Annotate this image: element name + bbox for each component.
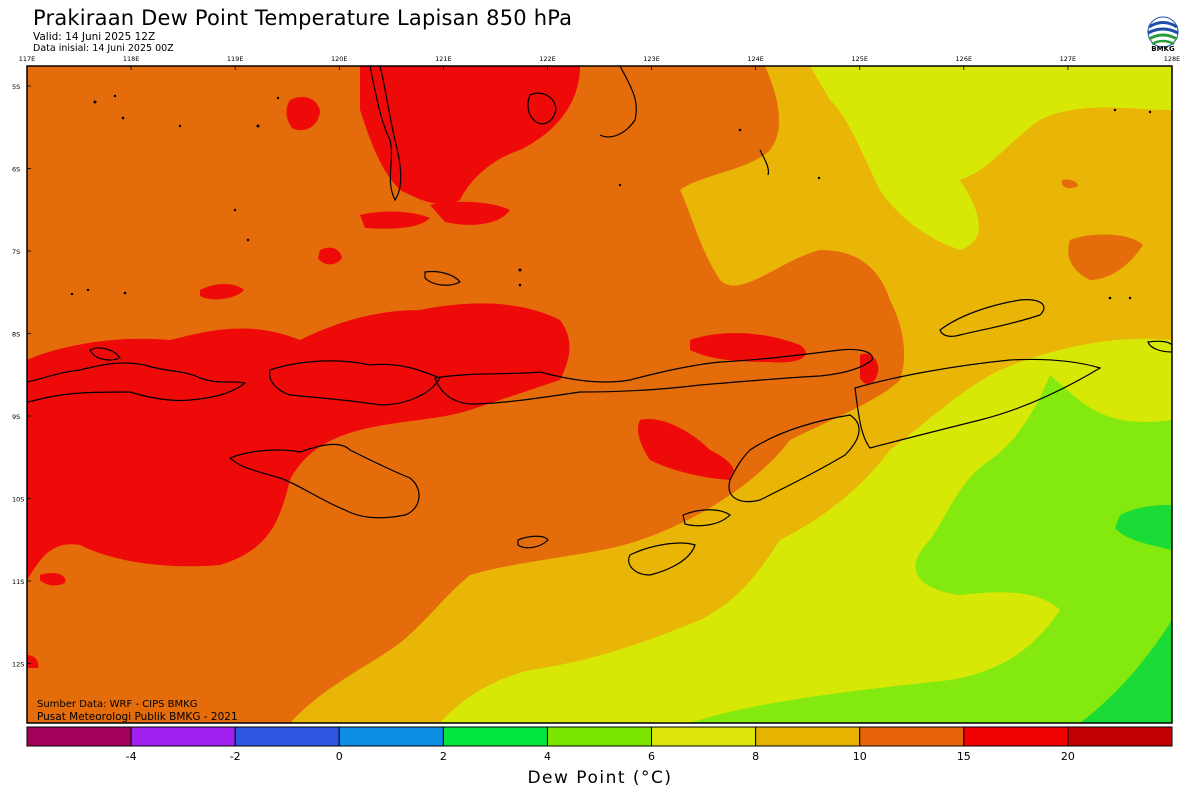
field-red-w	[27, 450, 46, 470]
field-red-north	[360, 66, 580, 205]
field-red-sw2	[40, 572, 66, 586]
lat-label-9S: 9S	[12, 413, 20, 421]
field-red-n6	[200, 284, 244, 300]
lon-label-121E: 121E	[435, 55, 452, 63]
small-islands	[70, 94, 1152, 300]
field-red-n4	[430, 201, 510, 225]
field-yellow-north	[810, 66, 1172, 250]
longitude-ticks: 117E 118E 119E 120E 121E 122E 123E 124E 125E 126E…	[19, 55, 1181, 70]
field-bright-green-2	[1115, 505, 1172, 550]
lon-label-120E: 120E	[331, 55, 348, 63]
field-red-n5	[318, 247, 342, 265]
lon-label-122E: 122E	[539, 55, 556, 63]
credit: Pusat Meteorologi Publik BMKG - 2021	[37, 711, 238, 723]
initial-time: Data inisial: 14 Juni 2025 00Z	[33, 43, 174, 54]
lat-label-10S: 10S	[12, 496, 24, 504]
lat-label-12S: 12S	[12, 661, 24, 669]
field-yellow	[440, 338, 1172, 723]
field-red-flores	[690, 333, 806, 363]
logo-label: BMKG	[1151, 45, 1175, 53]
lon-label-125E: 125E	[851, 55, 868, 63]
colorbar-title: Dew Point (°C)	[527, 768, 673, 788]
field-red-n2	[286, 97, 320, 131]
lon-label-127E: 127E	[1060, 55, 1077, 63]
coastlines	[27, 66, 1172, 576]
field-bright-green	[1080, 620, 1172, 723]
lon-label-123E: 123E	[643, 55, 660, 63]
data-source: Sumber Data: WRF - CIPS BMKG	[37, 699, 198, 710]
map-frame	[26, 65, 1173, 724]
lon-label-124E: 124E	[747, 55, 764, 63]
latitude-ticks: 5S 6S 7S 8S 9S 10S 11S 12S	[12, 83, 31, 669]
lon-label-119E: 119E	[227, 55, 244, 63]
lon-label-117E: 117E	[19, 55, 36, 63]
field-red-sw	[27, 655, 39, 668]
field-yellow-edge	[1165, 66, 1172, 110]
lat-label-7S: 7S	[12, 248, 20, 256]
page-title: Prakiraan Dew Point Temperature Lapisan …	[33, 6, 573, 30]
lon-label-126E: 126E	[956, 55, 973, 63]
field-red-timor	[638, 419, 734, 480]
field-orange-ne2	[1062, 179, 1078, 189]
field-red-e	[860, 353, 879, 384]
lat-label-6S: 6S	[12, 166, 20, 174]
field-green	[690, 375, 1172, 723]
lon-label-128E: 128E	[1164, 55, 1181, 63]
lat-label-8S: 8S	[12, 331, 20, 339]
field-red-west	[27, 303, 570, 580]
lat-label-5S: 5S	[12, 83, 20, 91]
field-red-n3	[360, 211, 430, 229]
lat-label-11S: 11S	[12, 578, 24, 586]
lon-label-118E: 118E	[123, 55, 140, 63]
valid-time: Valid: 14 Juni 2025 12Z	[33, 31, 156, 43]
field-orange-ne	[1068, 234, 1143, 280]
bmkg-logo-icon	[1147, 16, 1179, 48]
